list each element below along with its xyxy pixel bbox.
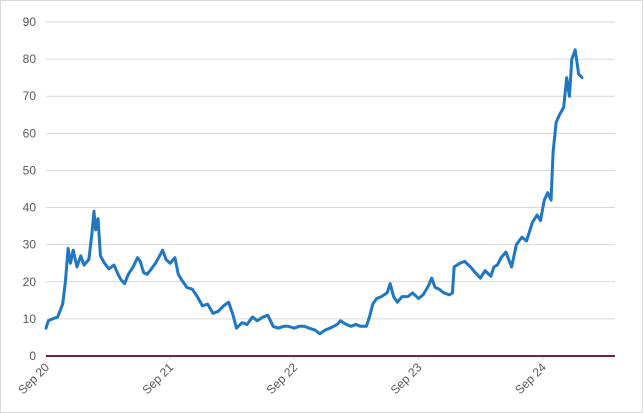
x-tick-label-sep-21: Sep 21	[139, 360, 176, 397]
x-tick-label-sep-23: Sep 23	[388, 360, 425, 397]
y-tick-label-20: 20	[23, 275, 37, 289]
x-tick-label-sep-20: Sep 20	[15, 360, 52, 397]
y-tick-label-70: 70	[23, 89, 37, 103]
x-tick-label-sep-22: Sep 22	[264, 360, 301, 397]
y-tick-label-60: 60	[23, 126, 37, 140]
y-tick-label-90: 90	[23, 15, 37, 29]
y-tick-label-80: 80	[23, 52, 37, 66]
y-tick-label-10: 10	[23, 312, 37, 326]
y-tick-label-0: 0	[29, 349, 36, 363]
y-tick-label-50: 50	[23, 163, 37, 177]
y-tick-label-40: 40	[23, 201, 37, 215]
series-line-0	[44, 48, 584, 336]
y-tick-label-30: 30	[23, 238, 37, 252]
x-tick-label-sep-24: Sep 24	[512, 360, 549, 397]
